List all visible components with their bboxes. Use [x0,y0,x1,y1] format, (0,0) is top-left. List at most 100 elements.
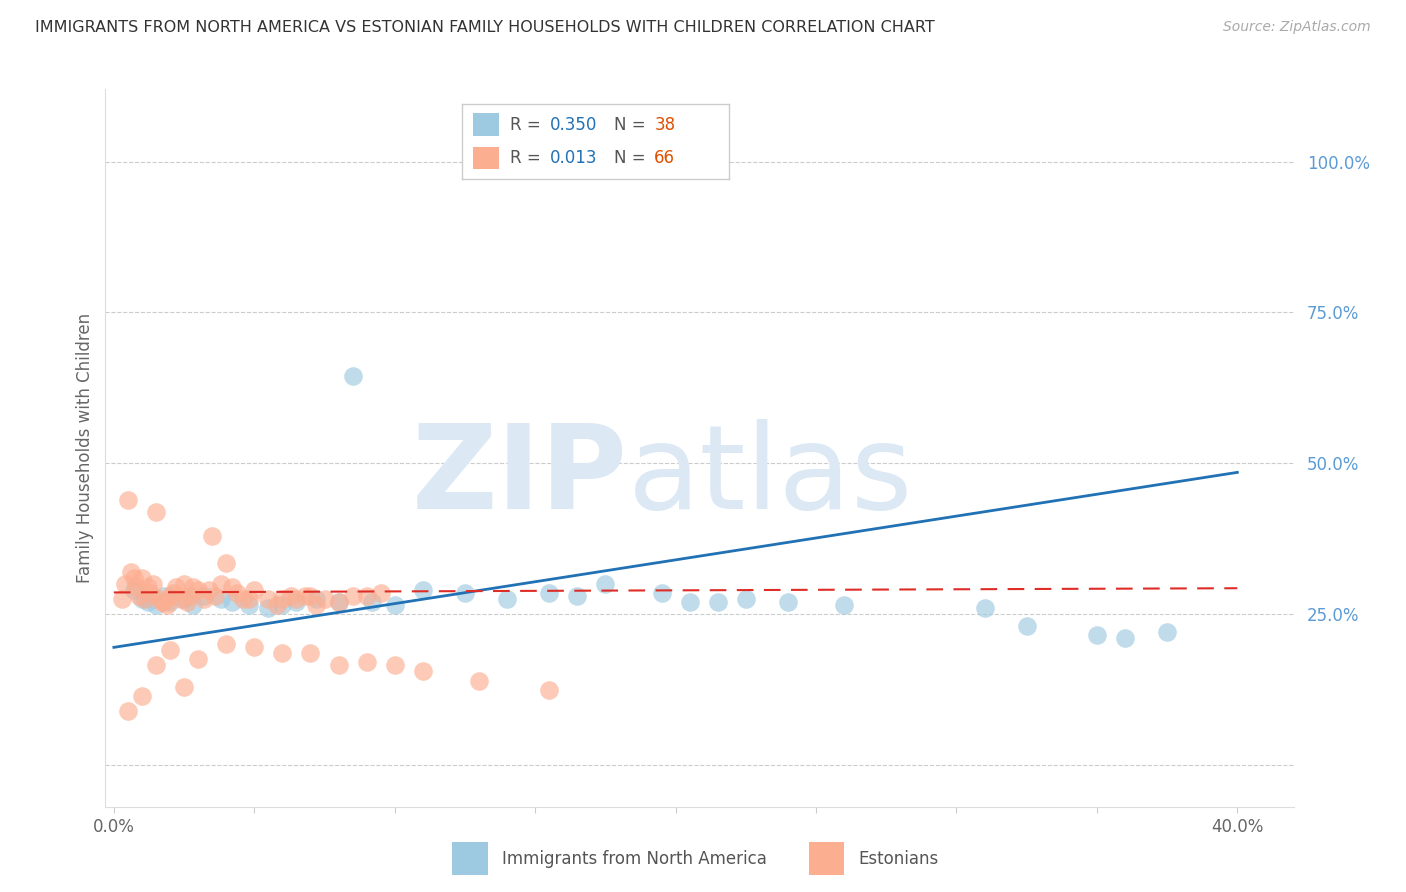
Point [651,586,673,600]
Point [134,592,156,607]
Point [280,589,302,603]
Point [232,592,254,607]
Point [122,571,145,585]
Y-axis label: Family Households with Children: Family Households with Children [76,313,94,583]
Point [111,592,134,607]
Point [370,586,392,600]
Text: Source: ZipAtlas.com: Source: ZipAtlas.com [1223,20,1371,34]
Point [159,595,181,609]
Point [159,643,181,657]
Point [734,592,756,607]
Text: N =: N = [614,149,651,167]
Point [468,673,491,688]
Point [1114,632,1136,646]
Point [209,577,232,591]
Point [328,595,350,609]
Point [142,577,165,591]
Text: atlas: atlas [628,419,914,534]
Point [538,586,561,600]
Point [221,580,243,594]
Point [131,592,153,607]
Text: Immigrants from North America: Immigrants from North America [502,849,768,868]
Text: 38: 38 [654,116,675,134]
Point [181,580,204,594]
Text: 0.013: 0.013 [550,149,598,167]
Point [356,656,378,670]
Point [170,592,193,607]
Point [136,580,159,594]
Point [187,582,209,597]
Point [706,595,728,609]
Point [131,689,153,703]
Point [136,595,159,609]
Point [832,598,855,612]
Point [150,595,173,609]
Point [243,640,266,655]
Point [153,589,176,603]
Bar [472,146,499,169]
Point [193,589,215,603]
Point [271,592,294,607]
Point [238,598,260,612]
Text: 66: 66 [654,149,675,167]
Point [1156,625,1178,640]
Point [567,589,589,603]
Point [120,565,142,579]
Text: Estonians: Estonians [859,849,939,868]
Point [215,556,238,570]
Point [159,589,181,603]
Point [176,595,198,609]
Point [201,529,224,543]
Point [125,580,148,594]
Point [776,595,799,609]
Point [179,589,201,603]
Point [145,505,167,519]
Point [595,577,617,591]
Point [187,652,209,666]
Point [328,595,350,609]
Point [117,704,139,718]
Point [314,592,336,607]
Point [148,592,170,607]
Point [173,577,195,591]
Point [165,580,187,594]
Point [173,592,195,607]
Point [305,592,328,607]
Text: ZIP: ZIP [412,419,628,534]
Point [356,589,378,603]
Point [266,598,288,612]
Point [496,592,519,607]
Point [198,582,221,597]
Point [299,589,322,603]
Point [361,595,384,609]
Point [328,658,350,673]
Point [342,589,364,603]
Point [114,577,136,591]
Point [193,592,215,607]
Point [973,601,995,615]
Text: 0.350: 0.350 [550,116,598,134]
Point [1085,628,1108,642]
Point [209,592,232,607]
Text: N =: N = [614,116,651,134]
Point [271,598,294,612]
Text: IMMIGRANTS FROM NORTH AMERICA VS ESTONIAN FAMILY HOUSEHOLDS WITH CHILDREN CORREL: IMMIGRANTS FROM NORTH AMERICA VS ESTONIA… [35,20,935,35]
Point [128,589,150,603]
Point [412,665,434,679]
Point [342,368,364,383]
Bar [808,842,845,875]
Point [181,598,204,612]
Point [215,637,238,651]
Point [454,586,477,600]
Point [271,646,294,660]
Text: R =: R = [510,116,546,134]
Point [679,595,702,609]
Text: R =: R = [510,149,546,167]
Point [285,592,308,607]
Point [131,571,153,585]
Point [243,582,266,597]
Point [238,592,260,607]
Point [117,492,139,507]
Point [145,598,167,612]
Point [294,589,316,603]
